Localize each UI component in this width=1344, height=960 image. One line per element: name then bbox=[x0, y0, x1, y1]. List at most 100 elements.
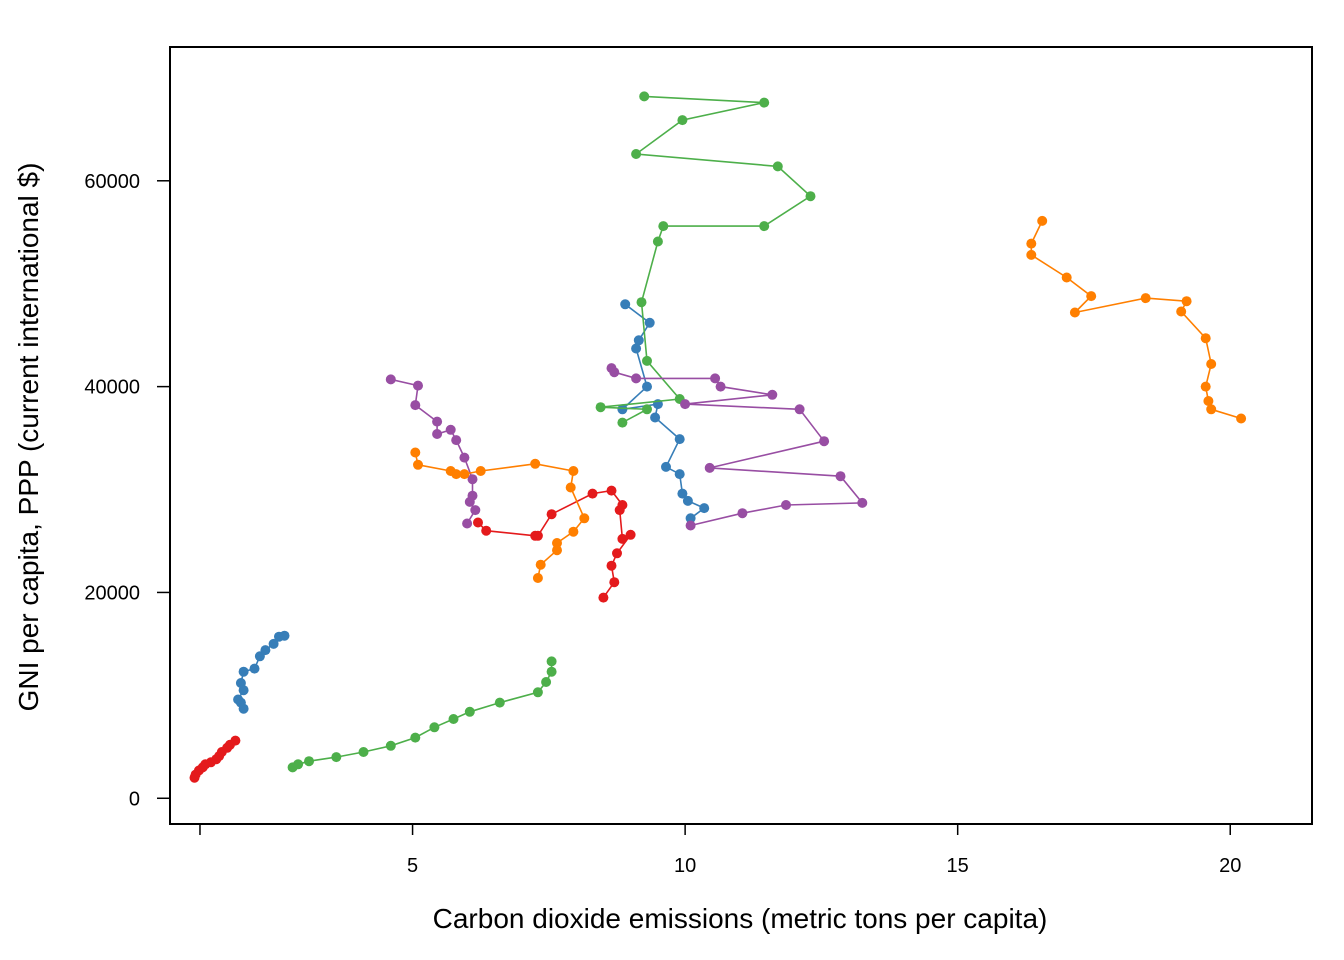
data-point bbox=[639, 91, 650, 102]
data-point bbox=[781, 500, 791, 510]
data-point bbox=[609, 577, 620, 588]
data-point bbox=[759, 221, 770, 232]
data-point bbox=[631, 149, 642, 159]
y-axis: 0 20000 40000 60000 bbox=[84, 171, 171, 810]
data-point bbox=[1140, 293, 1151, 304]
data-point bbox=[358, 747, 369, 757]
series-layer bbox=[189, 91, 1247, 783]
series-group bbox=[189, 735, 241, 783]
data-point bbox=[1069, 307, 1080, 318]
data-point bbox=[532, 530, 543, 541]
data-point bbox=[625, 529, 636, 540]
data-point bbox=[410, 447, 421, 458]
data-point bbox=[233, 694, 244, 705]
data-point bbox=[459, 452, 470, 463]
data-point bbox=[680, 399, 691, 410]
data-point bbox=[473, 517, 483, 528]
data-point bbox=[541, 677, 552, 687]
series-line bbox=[414, 452, 586, 579]
data-point bbox=[642, 381, 652, 392]
data-point bbox=[331, 752, 342, 763]
data-point bbox=[857, 497, 868, 508]
data-point bbox=[410, 400, 421, 411]
data-point bbox=[835, 471, 846, 482]
data-point bbox=[475, 466, 486, 476]
data-point bbox=[459, 469, 470, 480]
data-point bbox=[1061, 272, 1072, 283]
data-point bbox=[772, 161, 783, 172]
data-point bbox=[595, 402, 606, 413]
x-axis-title: Carbon dioxide emissions (metric tons pe… bbox=[433, 903, 1048, 934]
data-point bbox=[470, 505, 481, 516]
data-point bbox=[552, 538, 562, 548]
data-point bbox=[617, 404, 628, 415]
data-point bbox=[413, 380, 423, 391]
data-point bbox=[685, 520, 696, 531]
data-point bbox=[464, 496, 475, 507]
data-point bbox=[568, 466, 579, 476]
data-point bbox=[1176, 306, 1187, 317]
data-point bbox=[1026, 249, 1037, 260]
data-point bbox=[385, 374, 396, 385]
y-tick-label: 20000 bbox=[84, 582, 140, 604]
series-line bbox=[390, 378, 477, 524]
data-point bbox=[293, 759, 304, 770]
data-point bbox=[620, 299, 631, 310]
data-point bbox=[481, 525, 492, 536]
data-point bbox=[429, 722, 440, 733]
data-point bbox=[565, 482, 576, 493]
series-group bbox=[617, 299, 710, 524]
series-line bbox=[600, 95, 812, 424]
data-point bbox=[445, 424, 456, 435]
data-point bbox=[587, 488, 598, 499]
series-group bbox=[473, 485, 636, 603]
x-tick-label: 15 bbox=[947, 855, 969, 877]
data-point bbox=[606, 485, 617, 496]
series-group bbox=[1026, 215, 1247, 424]
series-group bbox=[287, 656, 557, 773]
data-point bbox=[385, 740, 396, 751]
data-point bbox=[448, 714, 459, 724]
data-point bbox=[1236, 413, 1247, 424]
x-axis: 5 10 15 20 bbox=[199, 823, 1241, 877]
data-point bbox=[532, 687, 543, 698]
data-point bbox=[652, 236, 663, 247]
data-point bbox=[794, 404, 805, 415]
data-point bbox=[579, 513, 590, 524]
data-point bbox=[413, 459, 423, 470]
data-point bbox=[1086, 291, 1097, 302]
data-point bbox=[710, 373, 721, 384]
data-point bbox=[650, 412, 661, 423]
data-point bbox=[432, 429, 443, 439]
data-point bbox=[1037, 215, 1048, 226]
data-point bbox=[530, 458, 541, 469]
data-point bbox=[1206, 404, 1217, 415]
data-point bbox=[658, 221, 669, 232]
data-point bbox=[1026, 238, 1037, 249]
data-point bbox=[674, 434, 685, 445]
data-point bbox=[642, 404, 652, 415]
data-point bbox=[1181, 296, 1192, 307]
data-point bbox=[546, 666, 557, 677]
data-point bbox=[279, 630, 290, 641]
x-tick-label: 5 bbox=[407, 855, 418, 877]
y-tick-label: 60000 bbox=[84, 171, 140, 193]
data-point bbox=[238, 666, 249, 677]
data-point bbox=[451, 435, 462, 446]
series-group bbox=[595, 91, 816, 428]
data-point bbox=[609, 367, 620, 378]
data-point bbox=[532, 573, 543, 583]
data-point bbox=[682, 495, 693, 506]
series-line bbox=[292, 661, 553, 769]
data-point bbox=[606, 560, 617, 571]
x-tick-label: 10 bbox=[674, 855, 696, 877]
data-point bbox=[268, 638, 279, 649]
data-point bbox=[674, 469, 685, 480]
series-line bbox=[619, 303, 706, 519]
data-point bbox=[737, 508, 748, 519]
data-point bbox=[410, 732, 421, 743]
data-point bbox=[464, 706, 475, 717]
data-point bbox=[631, 373, 642, 384]
data-point bbox=[1200, 381, 1211, 392]
data-point bbox=[1206, 359, 1217, 369]
